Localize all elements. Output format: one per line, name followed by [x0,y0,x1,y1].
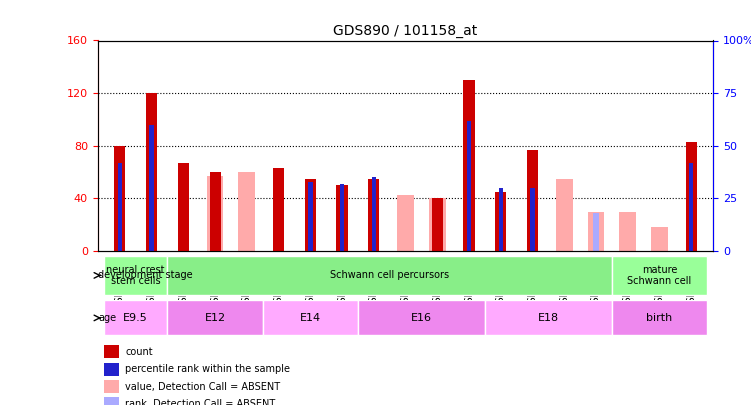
Text: rank, Detection Call = ABSENT: rank, Detection Call = ABSENT [125,399,276,405]
FancyBboxPatch shape [263,301,358,335]
Bar [432,198,443,251]
FancyBboxPatch shape [612,256,707,295]
FancyBboxPatch shape [485,301,612,335]
Bar [689,163,693,251]
Text: development stage: development stage [98,271,192,280]
Title: GDS890 / 101158_at: GDS890 / 101158_at [333,24,478,38]
Text: E14: E14 [300,313,321,323]
Bar [308,181,312,251]
Bar [368,179,379,251]
Text: E12: E12 [204,313,225,323]
Bar [429,198,445,251]
Text: Schwann cell percursors: Schwann cell percursors [330,271,449,280]
Bar [146,93,157,251]
Bar [620,211,636,251]
Bar [273,168,284,251]
Bar [305,179,316,251]
Bar [149,125,154,251]
Bar [118,163,122,251]
Bar [210,172,221,251]
Bar [104,345,119,358]
Text: E16: E16 [411,313,432,323]
FancyBboxPatch shape [612,301,707,335]
Bar [588,211,605,251]
FancyBboxPatch shape [104,301,167,335]
Text: birth: birth [647,313,673,323]
Bar [207,176,223,251]
Bar [556,179,572,251]
Bar [336,185,348,251]
Bar [340,184,344,251]
Bar [651,228,668,251]
FancyBboxPatch shape [104,256,167,295]
Text: E9.5: E9.5 [123,313,148,323]
Bar [372,177,376,251]
Bar [467,121,471,251]
Bar [495,192,506,251]
Bar [593,213,599,251]
Text: neural crest
stem cells: neural crest stem cells [107,264,165,286]
FancyBboxPatch shape [358,301,485,335]
Bar [527,150,538,251]
Text: percentile rank within the sample: percentile rank within the sample [125,364,291,374]
Text: E18: E18 [538,313,559,323]
Bar [114,146,125,251]
FancyBboxPatch shape [167,301,263,335]
FancyBboxPatch shape [167,256,612,295]
Text: mature
Schwann cell: mature Schwann cell [627,264,692,286]
Bar [239,172,255,251]
Bar [499,188,503,251]
Bar [104,380,119,393]
Bar [104,363,119,376]
Bar [463,80,475,251]
Bar [178,163,189,251]
Text: value, Detection Call = ABSENT: value, Detection Call = ABSENT [125,382,280,392]
Text: age: age [98,313,116,323]
Text: count: count [125,347,153,357]
Bar [530,188,535,251]
Bar [686,142,697,251]
Bar [397,194,414,251]
Bar [104,397,119,405]
